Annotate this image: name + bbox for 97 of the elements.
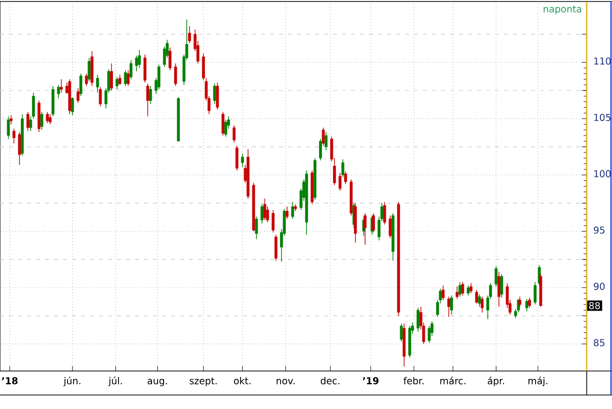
candlestick [60, 78, 63, 94]
y-tick-label: 85 [594, 339, 604, 346]
candlestick [442, 285, 445, 300]
candlestick [286, 206, 289, 220]
candlestick [344, 171, 348, 184]
candlestick [174, 63, 178, 86]
x-tick-label: ’19 [362, 377, 378, 384]
x-tick-label: szept. [190, 378, 217, 386]
candlestick [18, 132, 21, 166]
candlestick [57, 84, 60, 99]
candlestick [40, 112, 44, 130]
candlestick [88, 57, 91, 82]
candlestick [383, 202, 386, 225]
x-tick-label: márc. [440, 376, 466, 384]
candlestick [528, 297, 531, 308]
candlestick [470, 282, 472, 294]
candlestick [319, 138, 322, 161]
candlestick [76, 88, 80, 104]
candlestick [188, 26, 191, 44]
candlestick [291, 202, 294, 220]
x-tick-label: ápr. [488, 376, 504, 386]
x-tick-label: máj. [528, 376, 548, 386]
candlestick [478, 294, 481, 308]
candlestick [26, 112, 30, 132]
candlestick [497, 271, 500, 308]
candlestick [71, 96, 74, 116]
y-tick-label: 100 [594, 170, 611, 178]
x-tick-label: nov. [276, 378, 295, 384]
x-tick-label: júl. [108, 376, 122, 386]
candlestick [6, 116, 10, 140]
candlestick [224, 119, 228, 138]
candlestick [534, 282, 537, 305]
candlestick [10, 114, 13, 125]
y-tick-label: 90 [594, 282, 605, 290]
candlestick [98, 86, 102, 107]
candlestick [416, 308, 420, 332]
candlestick [12, 128, 16, 144]
candlestick [494, 266, 498, 287]
candlestick [216, 82, 219, 110]
candlestick [338, 172, 342, 192]
x-tick-label: jún. [63, 376, 80, 386]
x-tick-label: aug. [148, 378, 167, 386]
candlestick [388, 215, 392, 238]
candlestick [241, 153, 244, 168]
candlestick [32, 92, 35, 120]
candlestick [116, 76, 118, 90]
candlestick [79, 73, 82, 96]
candlestick [341, 158, 344, 178]
candlestick [96, 74, 99, 94]
candlestick [466, 285, 470, 296]
candlestick [130, 60, 132, 80]
candlestick [458, 282, 462, 298]
x-tick-label: febr. [404, 377, 424, 384]
candlestick [500, 274, 504, 298]
candlestick [149, 86, 152, 104]
candlestick [157, 64, 160, 90]
candlestick [254, 216, 258, 240]
candlestick [461, 282, 464, 296]
candlestick [456, 286, 459, 300]
candlestick [144, 54, 146, 83]
candlestick [480, 296, 484, 313]
candlestick [450, 295, 453, 316]
candlestick [146, 83, 150, 117]
candlestick [84, 73, 88, 86]
candlestick [235, 145, 238, 171]
candlestick [222, 112, 224, 136]
candlestick [46, 112, 49, 124]
candlestick [447, 296, 450, 318]
y-tick-label: 110 [594, 57, 611, 65]
candlestick [475, 290, 478, 304]
candlestick [118, 74, 122, 86]
x-tick-label: okt. [234, 377, 250, 384]
candlestick [213, 83, 216, 104]
candlestick [324, 132, 328, 151]
x-tick-label: ’18 [2, 377, 18, 384]
candlestick [124, 70, 127, 86]
candlestick [48, 114, 52, 125]
candlestick [168, 47, 172, 71]
candlestick [29, 116, 32, 132]
candlestick [110, 63, 113, 91]
candlestick [126, 70, 130, 86]
annotation: 88 [589, 302, 600, 310]
candlestick [525, 298, 528, 312]
candlestick [274, 234, 278, 261]
candlestick [232, 125, 236, 143]
y-tick-label: 95 [594, 226, 604, 234]
candlestick [260, 204, 264, 224]
candlestick [428, 326, 431, 344]
candlestick [263, 198, 266, 220]
candlestick [400, 323, 403, 342]
x-tick-label: dec. [320, 377, 340, 384]
annotation: naponta [544, 6, 582, 14]
candlestick [138, 50, 141, 68]
candlestick [322, 127, 325, 146]
candlestick [364, 212, 367, 246]
y-tick-label: 105 [594, 114, 610, 121]
candlestick [272, 210, 275, 233]
